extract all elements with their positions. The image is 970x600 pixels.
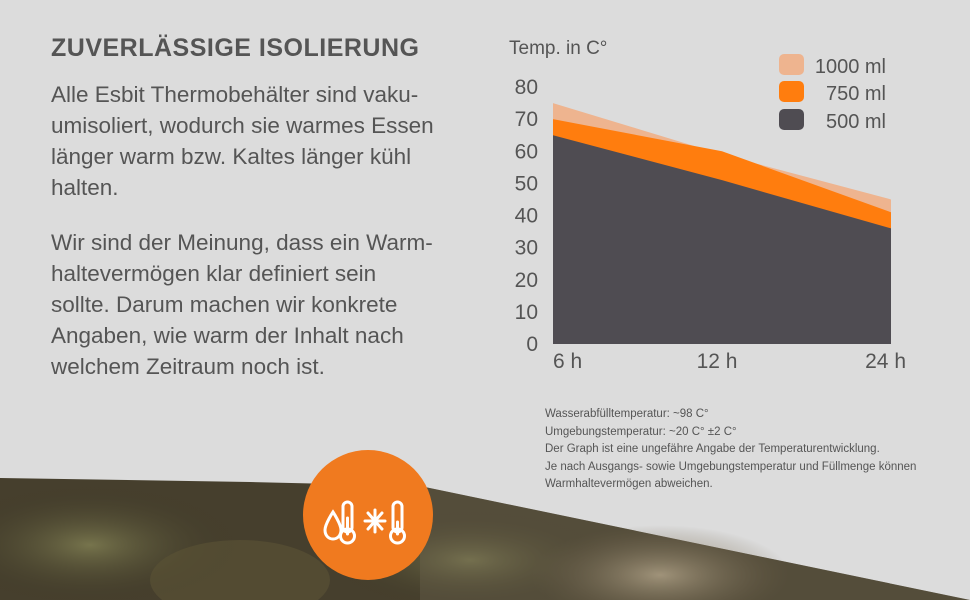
y-tick-label: 60 bbox=[515, 140, 538, 163]
legend-label: 750 ml bbox=[826, 83, 886, 105]
paragraph-definition: Wir sind der Meinung, dass ein Warm- hal… bbox=[51, 230, 433, 379]
y-tick-label: 20 bbox=[515, 269, 538, 292]
x-tick-label: 24 h bbox=[865, 350, 906, 373]
chart-notes: Wasserabfülltemperatur: ~98 C° Umgebungs… bbox=[545, 406, 945, 494]
y-tick-label: 30 bbox=[515, 237, 538, 260]
note-line: Der Graph ist eine ungefähre Angabe der … bbox=[545, 443, 880, 455]
section-heading: ZUVERLÄSSIGE ISOLIERUNG bbox=[51, 34, 420, 62]
legend-swatch-1000-ml bbox=[779, 54, 804, 75]
y-tick-label: 80 bbox=[515, 76, 538, 99]
area-series-500-ml bbox=[553, 135, 891, 344]
y-tick-label: 10 bbox=[515, 301, 538, 324]
y-tick-label: 70 bbox=[515, 108, 538, 131]
y-tick-label: 40 bbox=[515, 205, 538, 228]
note-line: Wasserabfülltemperatur: ~98 C° bbox=[545, 408, 709, 420]
x-tick-label: 12 h bbox=[697, 350, 738, 373]
x-tick-label: 6 h bbox=[553, 350, 582, 373]
legend-label: 1000 ml bbox=[815, 56, 886, 78]
paragraph-insulation: Alle Esbit Thermobehälter sind vaku- umi… bbox=[51, 82, 434, 200]
insulation-badge bbox=[303, 450, 433, 580]
legend-swatch-750-ml bbox=[779, 81, 804, 102]
note-line: Warmhaltevermögen abweichen. bbox=[545, 478, 713, 490]
y-tick-label: 50 bbox=[515, 172, 538, 195]
y-axis-label: Temp. in C° bbox=[509, 38, 607, 59]
note-line: Je nach Ausgangs- sowie Umgebungstempera… bbox=[545, 460, 917, 473]
note-line: Umgebungstemperatur: ~20 C° ±2 C° bbox=[545, 425, 737, 438]
legend-swatch-500-ml bbox=[779, 109, 804, 130]
y-tick-label: 0 bbox=[526, 333, 538, 356]
hot-drop-thermometer-icon bbox=[323, 500, 356, 545]
snowflake-thermometer-icon bbox=[363, 500, 406, 545]
legend-label: 500 ml bbox=[826, 111, 886, 133]
text-panel: ZUVERLÄSSIGE ISOLIERUNG Alle Esbit Therm… bbox=[51, 34, 481, 406]
